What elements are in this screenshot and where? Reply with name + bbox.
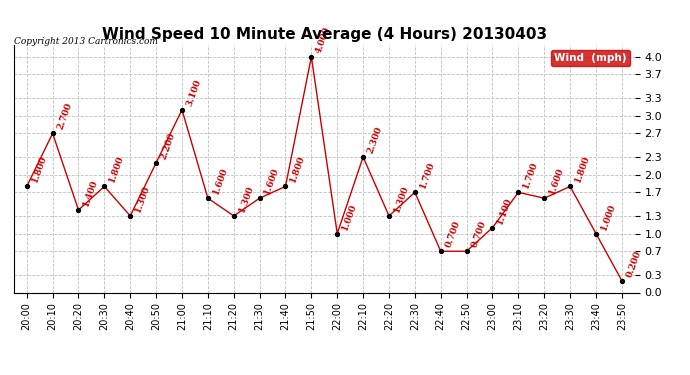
Text: 1.400: 1.400 [81, 178, 99, 208]
Point [461, 248, 472, 254]
Text: 1.800: 1.800 [108, 154, 126, 184]
Point [202, 195, 213, 201]
Point [254, 195, 265, 201]
Point [513, 189, 524, 195]
Text: 1.600: 1.600 [547, 166, 566, 196]
Text: 2.300: 2.300 [366, 125, 384, 154]
Point [47, 130, 58, 136]
Point [332, 231, 343, 237]
Point [616, 278, 627, 284]
Point [177, 107, 188, 113]
Text: Copyright 2013 Cartronics.com: Copyright 2013 Cartronics.com [14, 38, 158, 46]
Point [384, 213, 395, 219]
Point [99, 183, 110, 189]
Text: 1.700: 1.700 [522, 160, 540, 190]
Text: 1.300: 1.300 [237, 184, 255, 213]
Legend: Wind  (mph): Wind (mph) [551, 50, 629, 66]
Text: 2.700: 2.700 [56, 102, 74, 131]
Text: 1.600: 1.600 [263, 166, 281, 196]
Point [357, 154, 368, 160]
Text: 0.700: 0.700 [444, 220, 462, 249]
Text: 1.700: 1.700 [418, 160, 436, 190]
Point [73, 207, 84, 213]
Point [150, 160, 161, 166]
Text: 1.300: 1.300 [392, 184, 411, 213]
Text: 4.000: 4.000 [315, 25, 333, 54]
Text: 1.800: 1.800 [30, 154, 48, 184]
Point [564, 183, 575, 189]
Text: 1.600: 1.600 [211, 166, 229, 196]
Point [435, 248, 446, 254]
Point [409, 189, 420, 195]
Text: 3.100: 3.100 [185, 78, 204, 108]
Title: Wind Speed 10 Minute Average (4 Hours) 20130403: Wind Speed 10 Minute Average (4 Hours) 2… [101, 27, 547, 42]
Point [280, 183, 291, 189]
Text: 1.000: 1.000 [340, 202, 358, 231]
Text: 1.300: 1.300 [133, 184, 152, 213]
Text: 0.200: 0.200 [625, 249, 643, 278]
Text: 2.200: 2.200 [159, 131, 177, 160]
Point [125, 213, 136, 219]
Text: 1.100: 1.100 [495, 196, 514, 225]
Text: 0.700: 0.700 [470, 220, 488, 249]
Text: 1.800: 1.800 [573, 154, 591, 184]
Point [539, 195, 550, 201]
Point [487, 225, 498, 231]
Point [591, 231, 602, 237]
Point [306, 54, 317, 60]
Point [228, 213, 239, 219]
Point [21, 183, 32, 189]
Text: 1.000: 1.000 [599, 202, 617, 231]
Text: 1.800: 1.800 [288, 154, 307, 184]
